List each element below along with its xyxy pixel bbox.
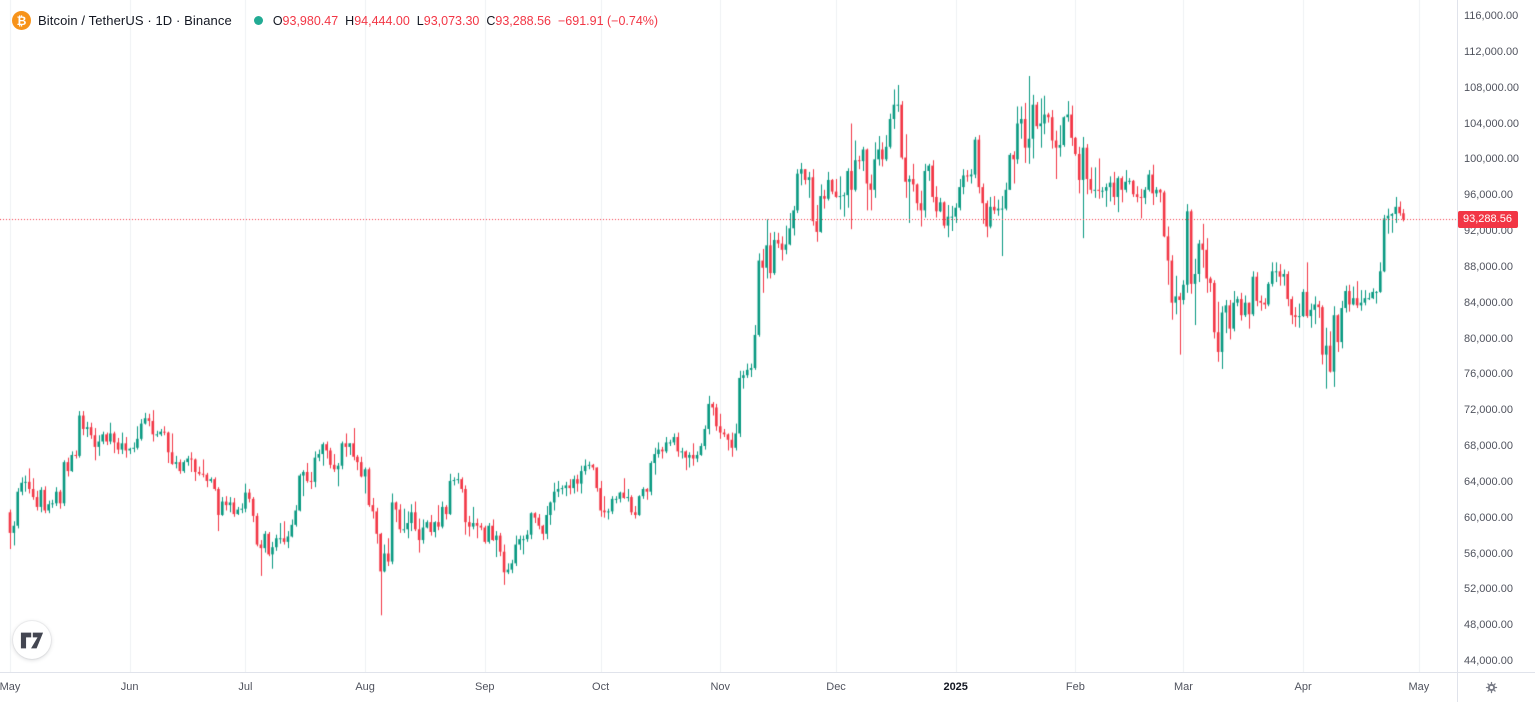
price-axis-label: 56,000.00 xyxy=(1464,547,1513,560)
tradingview-logo-glyph xyxy=(20,632,44,648)
axis-settings-corner[interactable] xyxy=(1457,672,1535,702)
high-value: 94,444.00 xyxy=(354,13,410,28)
price-axis-label: 48,000.00 xyxy=(1464,619,1513,632)
tradingview-logo[interactable] xyxy=(13,621,51,659)
change-value: −691.91 (−0.74%) xyxy=(558,13,659,28)
open-value: 93,980.47 xyxy=(282,13,339,28)
symbol-title[interactable]: Bitcoin / TetherUS · 1D · Binance xyxy=(38,13,232,28)
price-axis-label: 88,000.00 xyxy=(1464,260,1513,273)
open-label: O xyxy=(272,13,283,28)
time-axis-label: Aug xyxy=(355,681,375,693)
time-axis-label: Oct xyxy=(592,681,610,693)
gear-icon[interactable] xyxy=(1485,681,1498,694)
candlestick-chart-canvas[interactable] xyxy=(0,0,1457,672)
price-axis-label: 60,000.00 xyxy=(1464,511,1513,524)
price-axis-label: 112,000.00 xyxy=(1464,45,1519,58)
price-axis-label: 68,000.00 xyxy=(1464,440,1513,452)
price-axis-label: 84,000.00 xyxy=(1464,296,1513,309)
price-axis-label: 100,000.00 xyxy=(1464,153,1520,166)
market-status-dot[interactable] xyxy=(253,16,263,25)
price-axis-label: 64,000.00 xyxy=(1464,475,1513,488)
close-label: C xyxy=(486,13,496,28)
time-axis[interactable]: May Jun Jul Aug Sep Oct Nov Dec 2025 Feb Mar Apr May xyxy=(0,672,1457,702)
time-axis-label: Nov xyxy=(710,681,731,693)
price-axis-label: 92,000.00 xyxy=(1464,225,1513,237)
time-axis-label: Dec xyxy=(826,681,846,693)
symbol-legend: ₿ Bitcoin / TetherUS · 1D · Binance O93,… xyxy=(12,11,658,30)
price-axis-label: 76,000.00 xyxy=(1464,368,1513,381)
time-axis-label: Jul xyxy=(238,681,253,693)
last-price-tag: 93,288.56 xyxy=(1458,210,1518,228)
low-value: 93,073.30 xyxy=(423,13,480,28)
price-axis-label: 80,000.00 xyxy=(1464,332,1513,345)
time-axis-label: Apr xyxy=(1294,681,1312,693)
price-axis-label: 52,000.00 xyxy=(1464,583,1513,596)
price-axis[interactable]: 93,288.56 116,000.00 112,000.00 108,000.00… xyxy=(1457,0,1535,672)
low-label: L xyxy=(416,13,424,28)
high-label: H xyxy=(345,13,355,28)
price-axis-label: 44,000.00 xyxy=(1464,655,1513,667)
time-axis-label: Jun xyxy=(120,681,139,693)
close-value: 93,288.56 xyxy=(495,13,551,28)
price-axis-label: 72,000.00 xyxy=(1464,404,1513,417)
bitcoin-logo-icon: ₿ xyxy=(12,11,31,30)
time-axis-label: Sep xyxy=(474,681,495,693)
price-axis-label: 96,000.00 xyxy=(1464,189,1513,202)
price-axis-label: 116,000.00 xyxy=(1464,10,1519,22)
time-axis-label: Mar xyxy=(1173,681,1193,693)
time-axis-label: 2025 xyxy=(943,681,968,693)
time-axis-label: Feb xyxy=(1065,681,1085,693)
time-axis-label: May xyxy=(1408,681,1430,693)
price-axis-label: 104,000.00 xyxy=(1464,117,1520,130)
chart-pane[interactable]: ₿ Bitcoin / TetherUS · 1D · Binance O93,… xyxy=(0,0,1457,672)
ohlc-values: O93,980.47 H94,444.00 L93,073.30 C93,288… xyxy=(273,14,658,28)
time-axis-label: May xyxy=(0,681,21,693)
price-axis-label: 108,000.00 xyxy=(1464,81,1520,94)
